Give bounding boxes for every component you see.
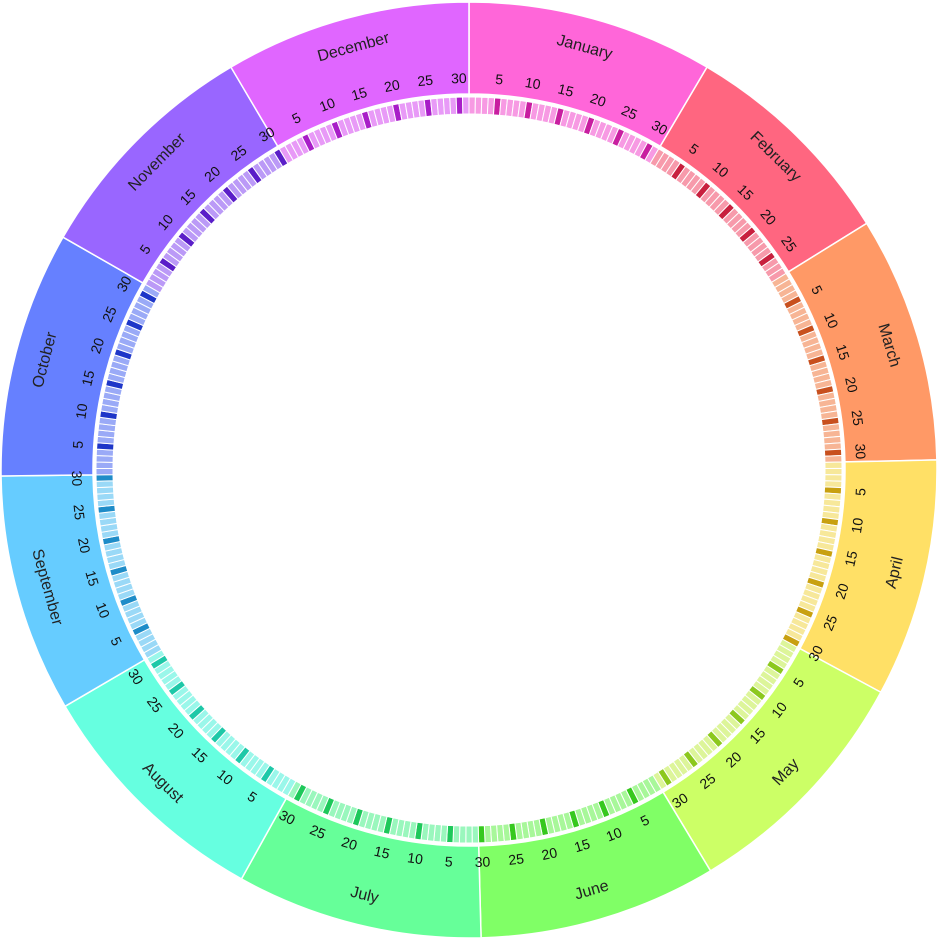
day-tick-january-2	[474, 96, 483, 115]
day-label-october-25: 25	[99, 304, 120, 325]
day-tick-march-31	[824, 455, 843, 463]
day-label-march-30: 30	[852, 443, 869, 460]
day-tick-april-3	[824, 474, 843, 482]
day-label-september-25: 25	[70, 503, 88, 520]
day-label-march-20: 20	[842, 375, 861, 394]
day-label-september-15: 15	[82, 569, 102, 589]
day-ticks	[95, 96, 843, 844]
day-tick-april-2	[824, 467, 843, 476]
day-label-october-20: 20	[87, 336, 107, 356]
day-label-october-15: 15	[78, 368, 97, 387]
day-label-january-15: 15	[556, 80, 575, 99]
day-label-january-25: 25	[619, 102, 640, 123]
day-tick-march-30	[823, 448, 843, 457]
day-label-march-25: 25	[849, 409, 867, 427]
day-tick-april-1	[824, 461, 843, 469]
day-label-december-15: 15	[349, 84, 369, 104]
day-tick-december-31	[462, 96, 470, 115]
day-label-july-15: 15	[373, 843, 392, 862]
day-label-july-30: 30	[277, 807, 298, 828]
day-label-june-10: 10	[604, 824, 625, 845]
day-tick-october-1	[95, 467, 114, 476]
day-label-june-20: 20	[540, 844, 559, 863]
day-label-april-5: 5	[852, 487, 868, 496]
day-tick-june-30	[477, 825, 486, 844]
day-label-march-10: 10	[821, 310, 842, 331]
day-label-november-30: 30	[256, 123, 278, 145]
day-label-april-15: 15	[841, 549, 860, 568]
day-label-april-30: 30	[805, 642, 827, 663]
day-label-april-20: 20	[832, 581, 852, 601]
day-tick-september-29	[95, 480, 114, 489]
day-label-august-30: 30	[125, 666, 147, 688]
day-label-october-30: 30	[113, 273, 135, 294]
day-tick-december-30	[455, 96, 464, 115]
day-label-january-20: 20	[588, 90, 608, 110]
day-label-july-5: 5	[444, 853, 453, 869]
day-tick-july-2	[465, 825, 473, 844]
day-label-december-10: 10	[317, 94, 338, 115]
day-label-september-10: 10	[93, 600, 114, 620]
day-label-september-20: 20	[75, 536, 94, 555]
day-label-october-5: 5	[70, 440, 86, 449]
day-label-january-10: 10	[524, 74, 542, 92]
day-label-march-15: 15	[833, 342, 853, 362]
day-tick-july-3	[458, 825, 467, 844]
month-sector-december	[229, 1, 470, 148]
day-tick-january-1	[468, 96, 476, 115]
day-tick-december-29	[449, 96, 458, 116]
day-label-june-15: 15	[572, 835, 592, 855]
day-label-june-25: 25	[507, 850, 525, 868]
day-label-april-25: 25	[820, 612, 841, 633]
month-label-july: July	[349, 884, 381, 907]
day-label-april-10: 10	[848, 516, 866, 534]
day-label-july-20: 20	[340, 833, 360, 853]
day-label-january-5: 5	[495, 71, 504, 88]
day-tick-july-1	[471, 825, 480, 844]
day-tick-october-2	[95, 461, 114, 469]
day-label-july-25: 25	[308, 821, 329, 842]
month-labels: JanuaryFebruaryMarchAprilMayJuneJulyAugu…	[28, 29, 906, 907]
day-label-july-10: 10	[406, 849, 424, 867]
day-tick-september-30	[95, 474, 114, 482]
day-label-september-30: 30	[69, 470, 85, 486]
day-label-june-30: 30	[474, 853, 490, 870]
day-label-january-30: 30	[649, 117, 671, 139]
day-label-october-10: 10	[72, 402, 90, 420]
day-label-december-25: 25	[417, 72, 434, 90]
day-label-december-30: 30	[451, 70, 467, 86]
day-label-may-30: 30	[669, 789, 691, 811]
day-label-december-20: 20	[383, 76, 402, 95]
